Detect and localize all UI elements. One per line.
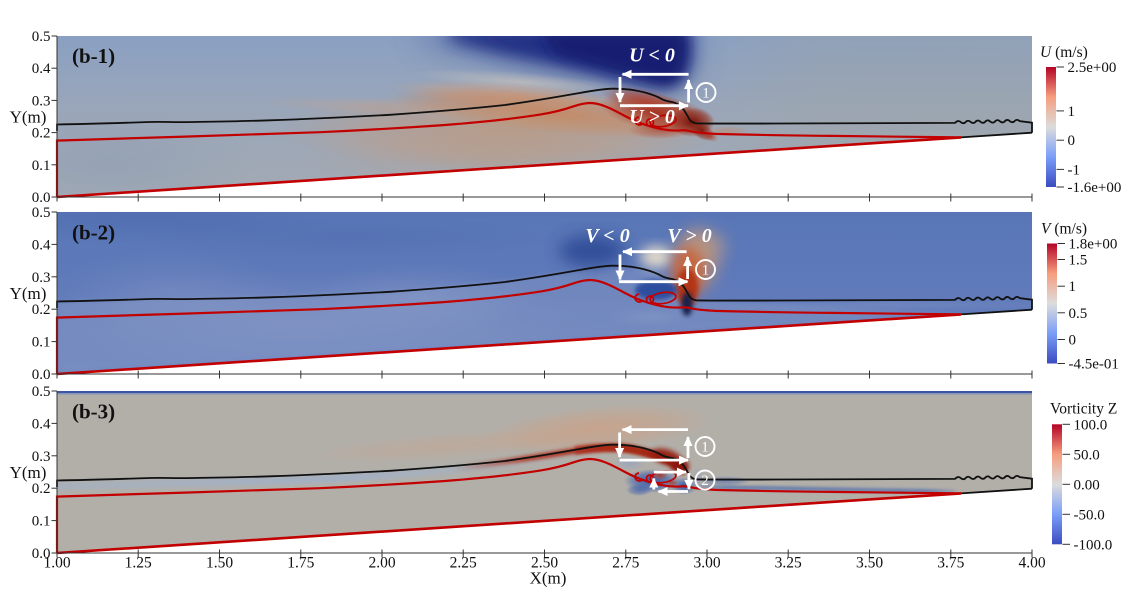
svg-text:3.75: 3.75 xyxy=(937,555,964,572)
svg-text:1: 1 xyxy=(702,86,710,102)
svg-text:-1.6e+00: -1.6e+00 xyxy=(1068,180,1122,196)
svg-text:0.5: 0.5 xyxy=(32,29,51,45)
svg-text:-100.0: -100.0 xyxy=(1074,537,1113,553)
svg-text:-4.5e-01: -4.5e-01 xyxy=(1069,357,1119,373)
svg-text:2.25: 2.25 xyxy=(450,555,477,572)
svg-text:1: 1 xyxy=(702,263,710,279)
svg-text:2.5e+00: 2.5e+00 xyxy=(1068,60,1117,76)
svg-text:Y(m): Y(m) xyxy=(10,463,47,482)
svg-text:U (m/s): U (m/s) xyxy=(1040,44,1088,61)
svg-text:0.2: 0.2 xyxy=(32,126,51,142)
svg-text:2.75: 2.75 xyxy=(612,555,639,572)
svg-text:0.1: 0.1 xyxy=(32,514,51,530)
svg-text:(b-3): (b-3) xyxy=(72,400,115,424)
svg-text:2.00: 2.00 xyxy=(368,555,395,572)
svg-text:0.1: 0.1 xyxy=(32,335,51,351)
svg-text:-1: -1 xyxy=(1068,162,1081,178)
svg-text:(b-2): (b-2) xyxy=(72,221,115,245)
svg-text:1: 1 xyxy=(701,440,709,456)
svg-text:V > 0: V > 0 xyxy=(667,225,711,247)
svg-text:0.3: 0.3 xyxy=(32,93,51,109)
svg-text:0: 0 xyxy=(1068,133,1076,149)
svg-text:50.0: 50.0 xyxy=(1074,447,1100,463)
svg-text:1.00: 1.00 xyxy=(43,555,70,572)
svg-text:0.0: 0.0 xyxy=(32,367,51,383)
svg-text:0.4: 0.4 xyxy=(32,237,51,253)
svg-text:0.0: 0.0 xyxy=(32,190,51,206)
svg-text:0.2: 0.2 xyxy=(32,481,51,497)
svg-text:3.50: 3.50 xyxy=(856,555,883,572)
svg-text:1.8e+00: 1.8e+00 xyxy=(1069,237,1118,253)
svg-text:-50.0: -50.0 xyxy=(1074,507,1105,523)
svg-text:Vorticity Z: Vorticity Z xyxy=(1050,401,1117,418)
svg-text:1: 1 xyxy=(1068,104,1076,120)
svg-text:0.4: 0.4 xyxy=(32,61,51,77)
svg-text:0.00: 0.00 xyxy=(1074,477,1100,493)
svg-text:0: 0 xyxy=(1069,333,1077,349)
svg-text:1: 1 xyxy=(1069,279,1077,295)
svg-text:1.50: 1.50 xyxy=(206,555,233,572)
svg-text:U > 0: U > 0 xyxy=(629,106,675,128)
svg-text:3.00: 3.00 xyxy=(693,555,720,572)
svg-text:V < 0: V < 0 xyxy=(585,225,629,247)
svg-text:0.5: 0.5 xyxy=(32,205,51,221)
svg-text:1.25: 1.25 xyxy=(125,555,152,572)
svg-text:0.2: 0.2 xyxy=(32,302,51,318)
svg-text:V (m/s): V (m/s) xyxy=(1041,221,1087,238)
svg-text:2.50: 2.50 xyxy=(531,555,558,572)
svg-text:0.5: 0.5 xyxy=(32,384,51,400)
svg-text:4.00: 4.00 xyxy=(1018,555,1045,572)
svg-text:100.0: 100.0 xyxy=(1074,417,1108,433)
svg-text:X(m): X(m) xyxy=(530,569,567,588)
svg-text:3.25: 3.25 xyxy=(775,555,802,572)
svg-text:2: 2 xyxy=(701,473,709,489)
svg-text:Y(m): Y(m) xyxy=(10,108,47,127)
svg-text:1.75: 1.75 xyxy=(287,555,314,572)
svg-text:0.3: 0.3 xyxy=(32,449,51,465)
svg-text:0.3: 0.3 xyxy=(32,270,51,286)
svg-text:1.5: 1.5 xyxy=(1069,253,1088,269)
svg-text:0.5: 0.5 xyxy=(1069,306,1088,322)
svg-text:Y(m): Y(m) xyxy=(10,284,47,303)
svg-text:0.4: 0.4 xyxy=(32,416,51,432)
svg-text:0.1: 0.1 xyxy=(32,158,51,174)
svg-text:0.0: 0.0 xyxy=(32,546,51,562)
svg-text:(b-1): (b-1) xyxy=(72,44,115,68)
svg-text:U < 0: U < 0 xyxy=(629,45,675,67)
